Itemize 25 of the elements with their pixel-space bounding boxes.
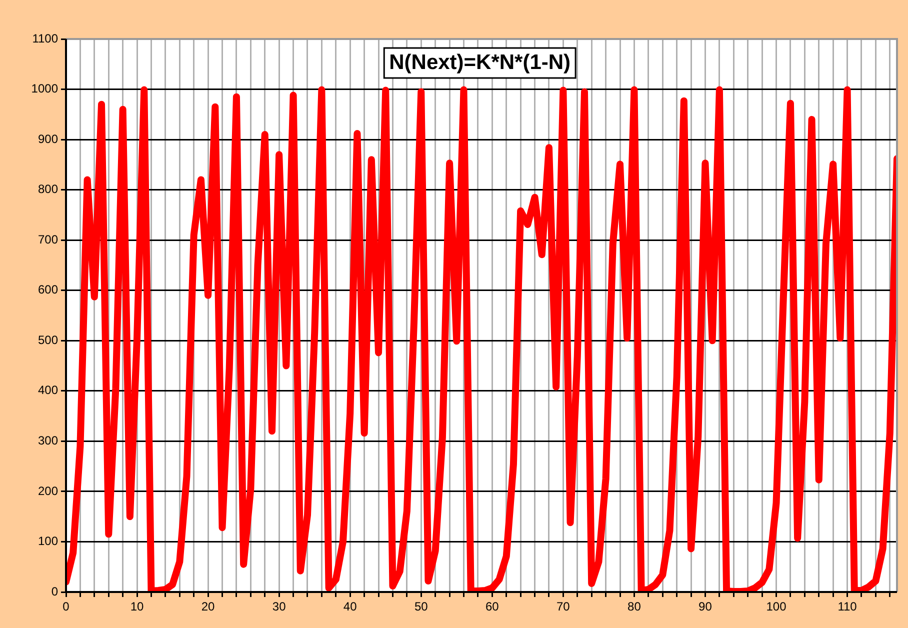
x-tick-label: 30 [272,600,286,614]
x-tick-label: 10 [130,600,144,614]
y-tick-label: 1100 [32,31,58,46]
y-tick-label: 600 [38,282,58,297]
text: N(Next)=K*N*(1-N) [389,50,571,74]
x-tick-label: 50 [414,600,428,614]
x-tick-label: 100 [766,600,787,614]
y-tick-label: 400 [38,383,58,398]
x-tick-label: 60 [485,600,500,614]
y-tick-label: 900 [38,132,58,146]
y-tick-label: 300 [38,433,58,448]
x-tick-label: 40 [343,600,358,614]
y-tick-label: 0 [51,584,58,598]
x-tick-label: 110 [838,600,858,614]
x-tick-label: 80 [628,600,642,614]
x-tick-label: 20 [201,600,216,614]
x-tick-label: 0 [62,600,70,614]
y-tick-label: 100 [38,534,58,548]
x-tick-label: 90 [698,600,712,614]
y-tick-label: 200 [38,484,58,498]
y-tick-label: 500 [38,332,58,347]
x-tick-label: 70 [556,600,570,614]
y-tick-label: 800 [38,182,58,196]
y-tick-label: 1000 [31,82,58,96]
y-tick-label: 700 [38,232,58,246]
